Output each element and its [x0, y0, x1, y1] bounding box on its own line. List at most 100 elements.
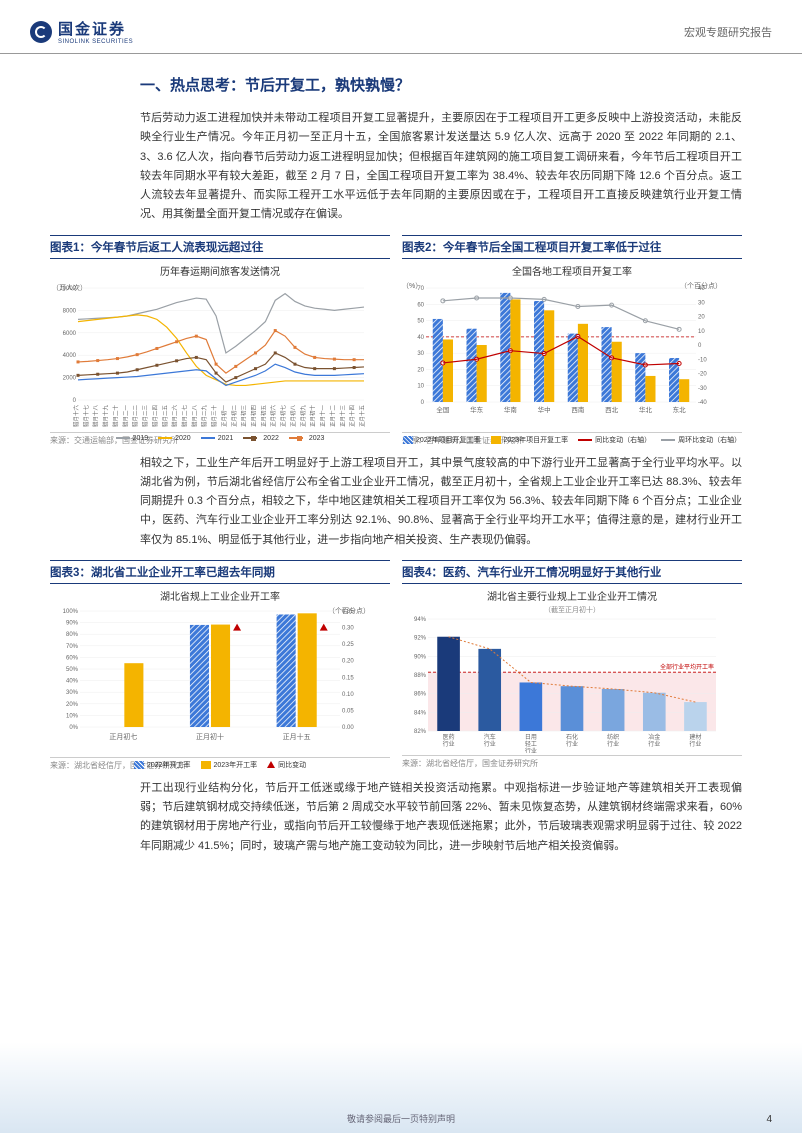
svg-text:50: 50 [417, 318, 424, 324]
svg-text:西北: 西北 [605, 406, 619, 414]
svg-text:20%: 20% [66, 702, 79, 708]
chart-3-title: 图表3：湖北省工业企业开工率已超去年同期 [50, 560, 390, 584]
chart-4-note: （截至正月初十） [402, 605, 742, 615]
svg-text:-40: -40 [698, 400, 707, 406]
svg-text:8000: 8000 [63, 308, 77, 314]
svg-text:正月初三: 正月初三 [240, 404, 248, 427]
svg-text:腊月二九: 腊月二九 [200, 404, 208, 427]
logo-icon [30, 21, 52, 43]
svg-text:88%: 88% [414, 673, 427, 679]
svg-text:正月初二: 正月初二 [230, 404, 238, 427]
svg-text:腊月二六: 腊月二六 [171, 404, 179, 427]
svg-text:医药行业: 医药行业 [443, 733, 455, 748]
svg-text:70: 70 [417, 286, 424, 292]
svg-text:94%: 94% [414, 617, 427, 623]
svg-text:90%: 90% [66, 620, 79, 626]
chart-4-title: 图表4：医药、汽车行业开工情况明显好于其他行业 [402, 560, 742, 584]
svg-text:华北: 华北 [639, 405, 653, 414]
svg-text:冶金行业: 冶金行业 [648, 733, 660, 748]
chart-4-subtitle: 湖北省主要行业规上工业企业开工情况 [402, 588, 742, 603]
svg-text:6000: 6000 [63, 330, 77, 336]
section-title: 一、热点思考：节后开复工，孰快孰慢？ [140, 74, 742, 95]
svg-text:30: 30 [417, 351, 424, 357]
logo: 国金证券 SINOLINK SECURITIES [30, 18, 133, 45]
svg-text:0: 0 [421, 400, 425, 406]
svg-text:正月初十: 正月初十 [309, 404, 317, 427]
svg-text:10: 10 [698, 328, 705, 334]
svg-text:正月十一: 正月十一 [319, 404, 327, 427]
chart-2: 图表2：今年春节后全国工程项目开复工率低于过往 全国各地工程项目开复工率 （%）… [402, 235, 742, 446]
svg-text:84%: 84% [414, 710, 427, 716]
report-type: 宏观专题研究报告 [684, 24, 772, 40]
svg-text:0.25: 0.25 [342, 642, 354, 648]
page-header: 国金证券 SINOLINK SECURITIES 宏观专题研究报告 [0, 0, 802, 54]
svg-text:0.30: 0.30 [342, 625, 354, 631]
chart-1-subtitle: 历年春运期间旅客发送情况 [50, 263, 390, 278]
svg-text:腊月二八: 腊月二八 [191, 404, 198, 427]
svg-text:正月初八: 正月初八 [289, 404, 297, 427]
chart-4-source: 来源：湖北省经信厅，国金证券研究所 [402, 755, 742, 769]
svg-text:40: 40 [698, 286, 705, 292]
paragraph-1: 节后劳动力返工进程加快并未带动工程项目开复工显著提升，主要原因在于工程项目开工更… [140, 109, 742, 225]
svg-text:建材行业: 建材行业 [689, 733, 701, 748]
svg-text:正月初六: 正月初六 [269, 404, 277, 427]
svg-text:正月十五: 正月十五 [283, 732, 311, 741]
svg-text:正月十三: 正月十三 [338, 404, 346, 427]
svg-text:80%: 80% [66, 632, 79, 638]
svg-text:全部行业平均开工率: 全部行业平均开工率 [660, 663, 714, 671]
svg-text:92%: 92% [414, 635, 427, 641]
svg-text:30: 30 [698, 300, 705, 306]
svg-text:华东: 华东 [470, 405, 484, 414]
svg-text:20: 20 [417, 367, 424, 373]
svg-text:20: 20 [698, 314, 705, 320]
svg-text:4000: 4000 [63, 353, 77, 359]
svg-text:腊月二二: 腊月二二 [132, 404, 139, 427]
logo-cn: 国金证券 [58, 18, 133, 39]
svg-text:86%: 86% [414, 691, 427, 697]
svg-text:90%: 90% [414, 654, 427, 660]
svg-text:正月初四: 正月初四 [250, 405, 258, 427]
svg-text:正月十二: 正月十二 [328, 404, 336, 427]
paragraph-2: 相较之下，工业生产年后开工明显好于上游工程项目开工，其中景气度较高的中下游行业开… [140, 454, 742, 550]
svg-text:10: 10 [417, 383, 424, 389]
svg-text:石化行业: 石化行业 [566, 733, 578, 748]
chart-3-subtitle: 湖北省规上工业企业开工率 [50, 588, 390, 603]
svg-text:0.00: 0.00 [342, 725, 354, 731]
svg-text:日用轻工行业: 日用轻工行业 [525, 734, 537, 753]
svg-text:0.05: 0.05 [342, 708, 354, 714]
svg-text:正月十五: 正月十五 [358, 404, 366, 427]
svg-text:西南: 西南 [571, 405, 585, 414]
svg-text:-30: -30 [698, 385, 707, 391]
svg-text:10%: 10% [66, 713, 79, 719]
svg-text:82%: 82% [414, 729, 427, 735]
svg-text:汽车行业: 汽车行业 [484, 733, 496, 748]
svg-text:0: 0 [698, 343, 702, 349]
svg-text:华南: 华南 [504, 405, 518, 414]
svg-text:100%: 100% [63, 609, 79, 615]
page-number: 4 [766, 1114, 772, 1125]
svg-text:0.15: 0.15 [342, 675, 354, 681]
paragraph-3: 开工出现行业结构分化，节后开工低迷或缘于地产链相关投资活动拖累。中观指标进一步验… [140, 779, 742, 856]
svg-text:10000: 10000 [59, 286, 76, 292]
svg-text:正月初五: 正月初五 [259, 404, 267, 427]
charts-row-2: 图表3：湖北省工业企业开工率已超去年同期 湖北省规上工业企业开工率 （个百分点）… [50, 560, 742, 771]
svg-text:0.10: 0.10 [342, 692, 354, 698]
svg-text:腊月十八: 腊月十八 [92, 404, 100, 427]
content: 一、热点思考：节后开复工，孰快孰慢？ 节后劳动力返工进程加快并未带动工程项目开复… [0, 54, 802, 876]
chart-2-title: 图表2：今年春节后全国工程项目开复工率低于过往 [402, 235, 742, 259]
chart-4: 图表4：医药、汽车行业开工情况明显好于其他行业 湖北省主要行业规上工业企业开工情… [402, 560, 742, 771]
svg-text:正月初七: 正月初七 [109, 732, 137, 741]
logo-en: SINOLINK SECURITIES [58, 39, 133, 45]
svg-text:0: 0 [73, 398, 77, 404]
svg-text:0%: 0% [69, 725, 78, 731]
chart-2-subtitle: 全国各地工程项目开复工率 [402, 263, 742, 278]
svg-text:腊月十六: 腊月十六 [72, 404, 80, 427]
chart-3: 图表3：湖北省工业企业开工率已超去年同期 湖北省规上工业企业开工率 （个百分点）… [50, 560, 390, 771]
svg-text:2000: 2000 [63, 375, 77, 381]
svg-text:正月初七: 正月初七 [279, 404, 287, 427]
svg-text:腊月十七: 腊月十七 [82, 404, 90, 427]
svg-text:正月初十: 正月初十 [196, 732, 224, 741]
svg-text:正月十四: 正月十四 [348, 405, 356, 427]
svg-text:纺织行业: 纺织行业 [607, 733, 619, 748]
svg-text:东北: 东北 [673, 405, 687, 414]
